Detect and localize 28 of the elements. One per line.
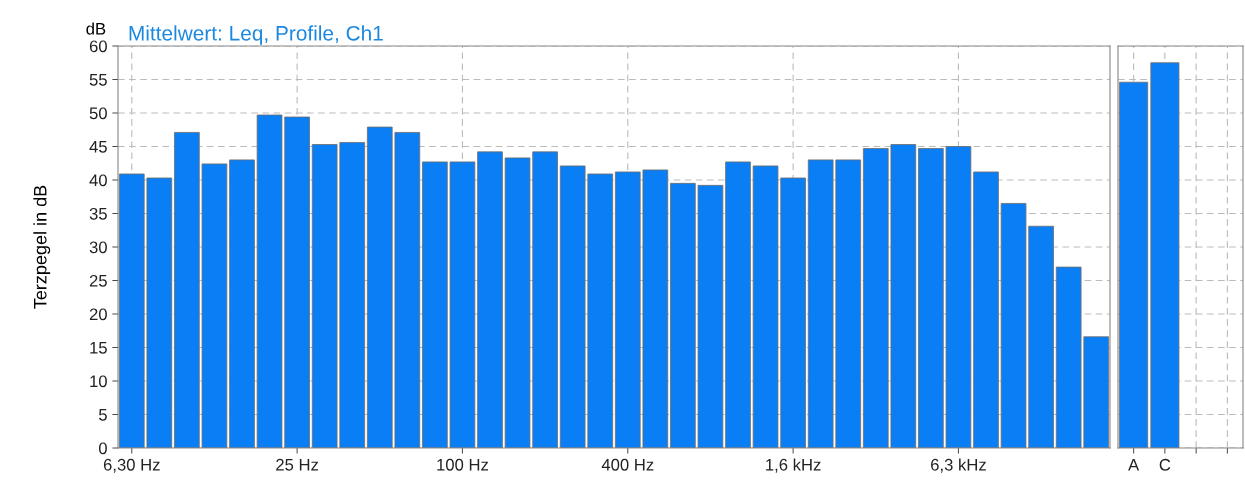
text: dB — [86, 22, 106, 35]
y-tick-label: 0 — [98, 442, 107, 455]
y-tick-label: 35 — [89, 207, 107, 220]
x-tick-label: C — [1159, 458, 1171, 471]
x-tick-label: 100 Hz — [437, 458, 489, 471]
x-tick-label: 1,6 kHz — [766, 458, 821, 473]
y-tick-label: 40 — [89, 174, 107, 187]
y-tick-label: 55 — [89, 74, 107, 86]
y-tick-label: 5 — [98, 409, 107, 421]
y-tick-label: 50 — [89, 107, 107, 120]
bar — [973, 171, 999, 448]
x-tick-label: 6,3 kHz — [931, 458, 986, 473]
bar — [725, 161, 751, 448]
bar — [477, 151, 503, 448]
y-tick-label: 25 — [89, 274, 107, 287]
bar — [229, 159, 255, 448]
x-tick-label: 400 Hz — [601, 458, 654, 471]
y-tick-label: 10 — [90, 375, 107, 388]
y-tick-label: 15 — [90, 342, 107, 354]
x-tick-label: 6,30 Hz — [103, 458, 160, 473]
y-tick-label: 60 — [89, 40, 107, 53]
x-tick-label: 25 Hz — [276, 458, 319, 471]
y-tick-label: 30 — [89, 241, 107, 254]
y-axis-title: Terzpegel in dB — [33, 185, 51, 309]
y-tick-label: 20 — [89, 308, 107, 321]
x-tick-label: A — [1128, 459, 1140, 471]
chart-title: Mittelwert: Leq, Profile, Ch1 — [129, 25, 383, 45]
y-tick-label: 45 — [89, 141, 107, 153]
